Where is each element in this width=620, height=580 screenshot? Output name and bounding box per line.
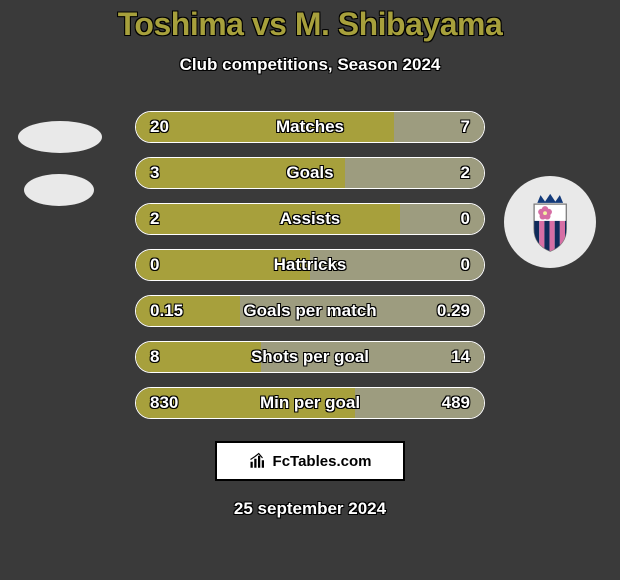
stat-row: Hattricks 0 0 <box>135 249 485 281</box>
stat-label: Matches <box>276 117 344 137</box>
stat-row: Shots per goal 8 14 <box>135 341 485 373</box>
stat-row: Matches 20 7 <box>135 111 485 143</box>
stats-list: Matches207Goals32Assists20Hattricks00Goa… <box>0 111 620 419</box>
stat-row: Goals per match 0.15 0.29 <box>135 295 485 327</box>
stat-bar-left <box>136 112 394 142</box>
attribution-text: FcTables.com <box>273 453 372 470</box>
placeholder-ellipse <box>24 174 94 206</box>
stat-value-right: 14 <box>451 347 470 367</box>
stat-value-right: 0 <box>461 209 470 229</box>
stat-row: Assists 2 0 <box>135 203 485 235</box>
stat-label: Goals <box>286 163 333 183</box>
placeholder-ellipse <box>18 121 102 153</box>
stat-bar-right <box>394 112 484 142</box>
stat-value-right: 0 <box>461 255 470 275</box>
stat-label: Goals per match <box>243 301 376 321</box>
stat-label: Min per goal <box>260 393 360 413</box>
stat-value-left: 2 <box>150 209 159 229</box>
comparison-card: Toshima vs M. Shibayama Club competition… <box>0 0 620 580</box>
club-crest-icon <box>504 176 596 268</box>
date-label: 25 september 2024 <box>0 499 620 519</box>
stat-value-left: 20 <box>150 117 169 137</box>
chart-icon <box>249 452 267 470</box>
stat-label: Assists <box>280 209 340 229</box>
stat-value-right: 7 <box>461 117 470 137</box>
stat-bar-left <box>136 204 400 234</box>
stat-bar-right <box>400 204 484 234</box>
stat-value-left: 0.15 <box>150 301 183 321</box>
subtitle: Club competitions, Season 2024 <box>0 55 620 75</box>
stat-value-right: 0.29 <box>437 301 470 321</box>
stat-value-left: 8 <box>150 347 159 367</box>
stat-value-left: 0 <box>150 255 159 275</box>
stat-value-right: 2 <box>461 163 470 183</box>
stat-row: Goals 3 2 <box>135 157 485 189</box>
attribution-box: FcTables.com <box>215 441 405 481</box>
stat-value-left: 830 <box>150 393 178 413</box>
stat-row: Min per goal 830 489 <box>135 387 485 419</box>
stat-value-left: 3 <box>150 163 159 183</box>
stat-label: Hattricks <box>274 255 347 275</box>
stat-value-right: 489 <box>442 393 470 413</box>
page-title: Toshima vs M. Shibayama <box>0 6 620 43</box>
stat-label: Shots per goal <box>251 347 369 367</box>
